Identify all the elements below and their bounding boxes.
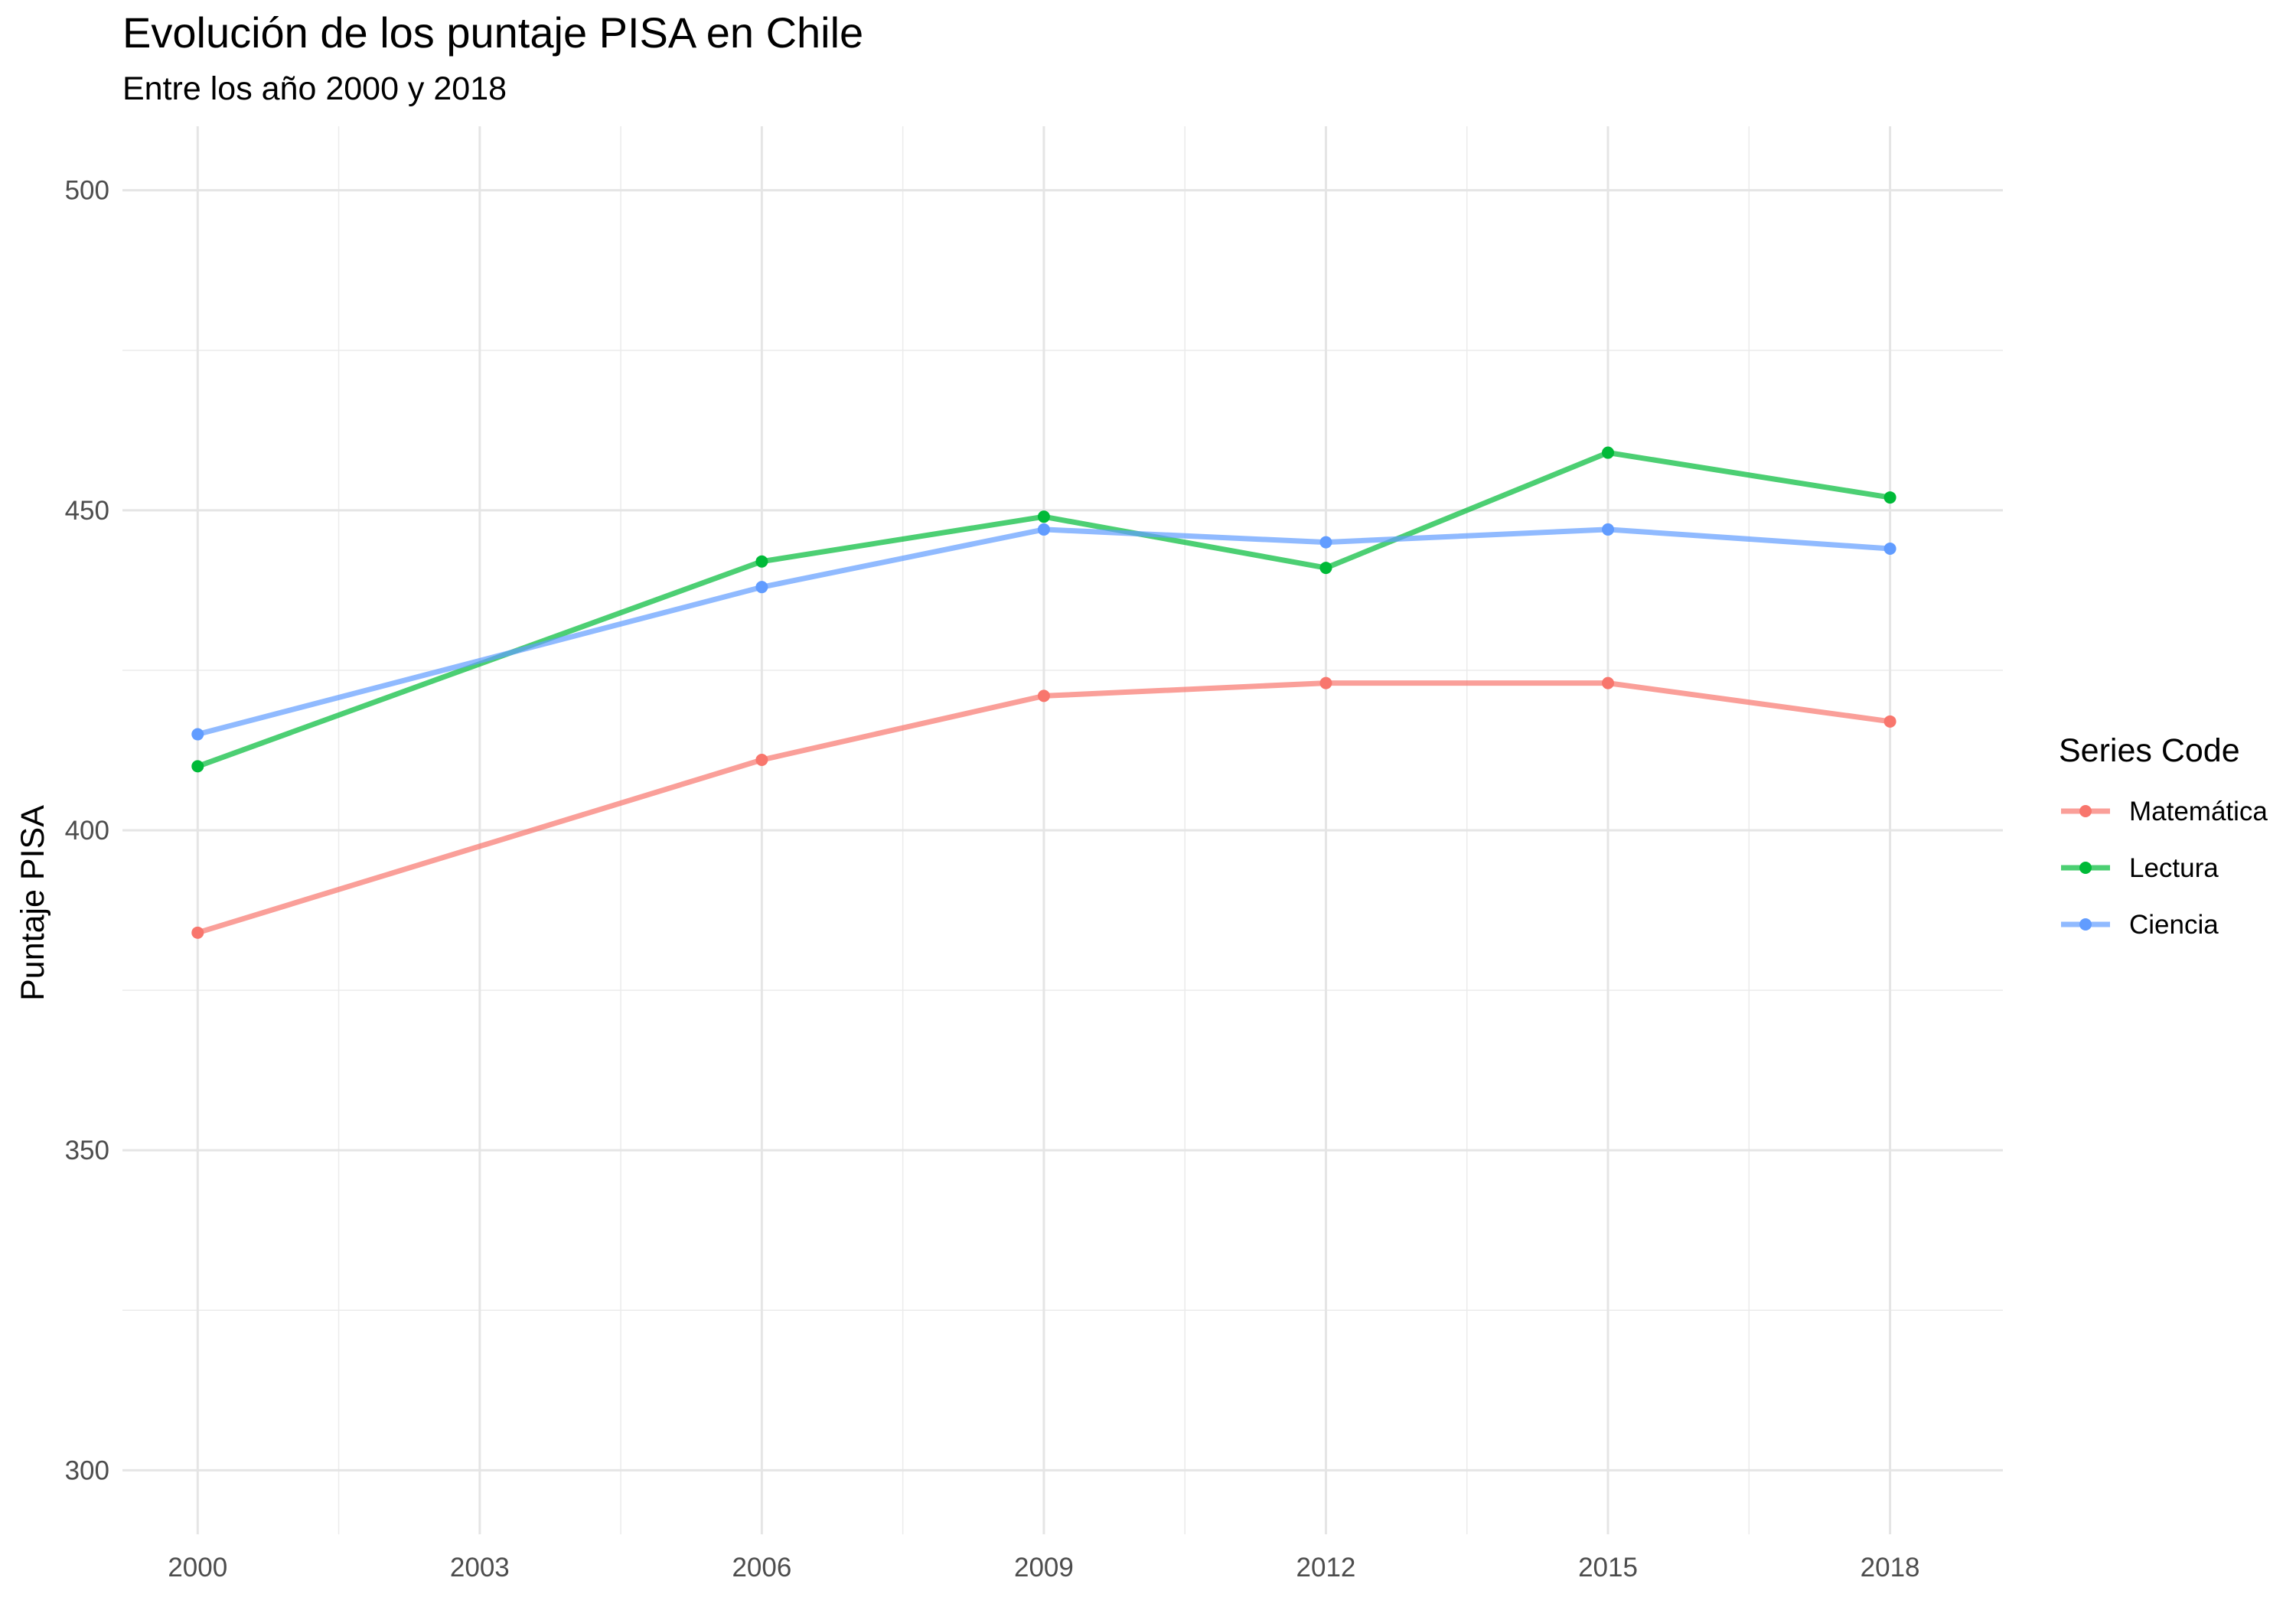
data-point (1883, 715, 1896, 728)
legend-item: Lectura (2061, 853, 2219, 883)
x-tick-label: 2018 (1861, 1553, 1920, 1583)
data-point (755, 555, 768, 568)
legend-title: Series Code (2059, 732, 2240, 769)
series-line (197, 450, 1891, 769)
legend: Series Code Matemática Lectura Ciencia (2059, 732, 2268, 940)
y-tick-label: 450 (65, 496, 109, 526)
tick-layer: 300 350 400 450 500 2000 2003 2006 2009 2012 2015 2… (65, 176, 1920, 1583)
data-point (1319, 676, 1332, 689)
y-axis-label: Puntaje PISA (15, 805, 51, 1001)
data-point (1602, 676, 1615, 689)
x-tick-label: 2000 (168, 1553, 227, 1583)
y-tick-label: 300 (65, 1455, 109, 1485)
legend-label: Ciencia (2129, 910, 2219, 940)
legend-key-point (2079, 805, 2092, 817)
x-tick-label: 2015 (1578, 1553, 1638, 1583)
data-point (1037, 510, 1050, 523)
series-line (197, 680, 1891, 936)
data-point (755, 581, 768, 594)
x-tick-label: 2003 (450, 1553, 510, 1583)
legend-label: Lectura (2129, 853, 2219, 883)
chart-title: Evolución de los puntaje PISA en Chile (122, 8, 863, 57)
legend-key-point (2079, 862, 2092, 874)
data-point (191, 728, 204, 741)
chart-subtitle: Entre los año 2000 y 2018 (122, 70, 507, 107)
data-point (1319, 562, 1332, 575)
data-point (191, 760, 204, 773)
data-point (1037, 523, 1050, 536)
legend-key-point (2079, 918, 2092, 931)
data-point (1602, 523, 1615, 536)
data-point (755, 754, 768, 766)
legend-item: Matemática (2061, 797, 2268, 826)
data-point (1319, 536, 1332, 549)
data-point (1602, 446, 1615, 459)
y-tick-label: 400 (65, 816, 109, 846)
data-point (1037, 689, 1050, 702)
y-tick-label: 350 (65, 1136, 109, 1165)
data-point (191, 926, 204, 939)
y-tick-label: 500 (65, 176, 109, 206)
data-point (1883, 543, 1896, 555)
data-point (1883, 491, 1896, 504)
x-tick-label: 2006 (732, 1553, 791, 1583)
x-tick-label: 2012 (1296, 1553, 1356, 1583)
series-line (197, 526, 1890, 737)
legend-item: Ciencia (2061, 910, 2219, 940)
series-layer (191, 446, 1896, 939)
legend-label: Matemática (2129, 797, 2268, 826)
grid-layer (122, 126, 2003, 1534)
x-tick-label: 2009 (1014, 1553, 1074, 1583)
